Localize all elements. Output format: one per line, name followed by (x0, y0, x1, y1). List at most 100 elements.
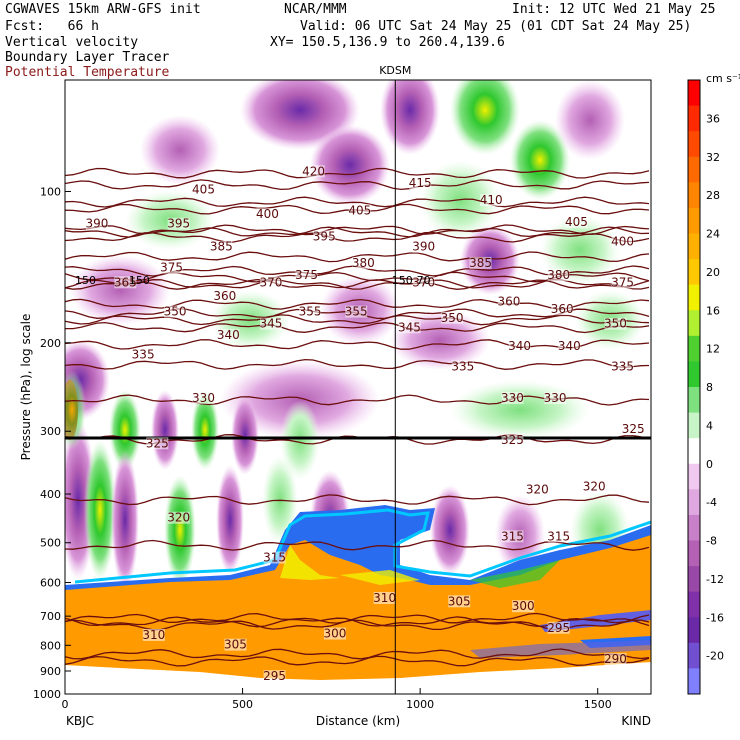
colorbar-swatch (688, 182, 700, 209)
isentrope-label: 380 (352, 256, 375, 270)
isentrope-label: 300 (512, 599, 535, 613)
isentrope-label: 335 (451, 359, 474, 373)
plot-frame (64, 79, 652, 695)
isentrope-label: 330 (501, 391, 524, 405)
colorbar-tick-label: 4 (706, 419, 713, 432)
isentrope-label: 305 (448, 594, 471, 608)
colorbar-unit: cm s⁻¹ (706, 72, 740, 85)
isentrope-label-bg (622, 423, 645, 436)
isentrope-label: 375 (160, 261, 183, 275)
isentrope-label-bg (114, 276, 137, 289)
isentrope-label-bg (611, 276, 634, 289)
isentrope-label: 385 (210, 240, 233, 254)
isentrope-label-bg (583, 480, 606, 493)
colorbar-swatch (688, 514, 700, 541)
isentrope-label: 400 (256, 207, 279, 221)
x-tick-label: 1500 (584, 698, 612, 711)
isentrope-line (65, 314, 650, 326)
isentrope-label: 290 (604, 652, 627, 666)
colorbar-swatch (688, 540, 700, 567)
isentrope-line (65, 339, 650, 350)
station-marker-label: KDSM (379, 64, 411, 77)
x-axis-ticks: 0 500 1000 1500 (62, 688, 612, 711)
isentrope-line (65, 648, 650, 660)
isentrope-label: 350 (164, 305, 187, 319)
isentrope-label: 340 (558, 339, 581, 353)
isentrope-label-bg (345, 305, 368, 318)
colorbar-swatch (688, 438, 700, 465)
isentrope-label: 360 (213, 289, 236, 303)
y-tick-label: 1000 (33, 688, 61, 701)
isentrope-label-bg (469, 256, 492, 269)
isentrope-label: 370 (412, 275, 435, 289)
isentrope-label: 320 (167, 511, 190, 525)
colorbar-tick-label: 32 (706, 151, 720, 164)
colorbar-swatch (688, 310, 700, 337)
isentrope-label-bg (497, 295, 520, 308)
y-tick-label: 300 (40, 425, 61, 438)
colorbar-tick-label: -4 (706, 496, 717, 509)
isentrope-line (65, 358, 650, 370)
isentrope-label: 310 (142, 628, 165, 642)
isentrope-label-bg (544, 392, 567, 405)
colorbar-swatch (688, 233, 700, 260)
isentrope-label-bg (167, 511, 190, 524)
isentrope-label-bg (259, 276, 282, 289)
isentrope-label: 365 (114, 275, 137, 289)
isentrope-label: 415 (409, 176, 432, 190)
isentrope-label-bg (480, 194, 503, 207)
isentrope-label-bg (547, 269, 570, 282)
colorbar-swatch (688, 489, 700, 516)
org-label: NCAR/MMM (284, 2, 347, 17)
isentrope-line (65, 226, 650, 238)
y-tick-label: 100 (40, 185, 61, 198)
isentrope-label: 395 (313, 229, 336, 243)
isentrope-label: 330 (192, 391, 215, 405)
isentrope-label: 405 (348, 203, 371, 217)
isentrope-label: 420 (302, 164, 325, 178)
isentrope-label-bg (263, 551, 286, 564)
colorbar-tick-label: 20 (706, 266, 720, 279)
colorbar-swatch (688, 463, 700, 490)
shaded-field: 420 415 410 405 405 405 400 400 395 395 390 390 385 3… (65, 80, 651, 694)
isentrope-label-bg (142, 628, 165, 641)
y-tick-label: 200 (40, 337, 61, 350)
colorbar-tick-label: 16 (706, 304, 720, 317)
isentrope-label-bg (547, 530, 570, 543)
isentrope-line (65, 179, 650, 191)
isentrope-line (65, 494, 650, 506)
colorbar: 36 32 28 24 20 16 12 8 4 0 -4 -8 -12 -16 -20 (687, 79, 724, 695)
isentrope-label: 360 (551, 302, 574, 316)
y-axis-ticks: 100 200 300 400 500 600 700 800 900 1000 (33, 185, 71, 701)
isentrope-label-bg (448, 595, 471, 608)
isentrope-label-bg (547, 621, 570, 634)
endpoint-right: KIND (621, 714, 651, 728)
colorbar-tick-label: 24 (706, 228, 720, 241)
isentrope-label: 320 (526, 482, 549, 496)
isentrope-label-bg (512, 600, 535, 613)
tropopause-label: 150 (129, 274, 150, 287)
isentrope-label-bg (373, 591, 396, 604)
colorbar-tick-label: -8 (706, 535, 717, 548)
isentrope-line (65, 612, 650, 624)
isentrope-label: 375 (611, 275, 634, 289)
y-tick-label: 500 (40, 537, 61, 550)
isentrope-label-bg (526, 483, 549, 496)
field-boundary-layer-tracer: Boundary Layer Tracer (5, 50, 170, 65)
isentrope-label-bg (412, 276, 435, 289)
colorbar-swatch (688, 566, 700, 593)
endpoint-left: KBJC (66, 714, 94, 728)
isentrope-label-bg (611, 235, 634, 248)
isentrope-label: 295 (547, 621, 570, 635)
isentrope-label: 355 (345, 305, 368, 319)
valid-time: Valid: 06 UTC Sat 24 May 25 (01 CDT Sat … (300, 19, 692, 34)
isentrope-label: 325 (622, 422, 645, 436)
isentrope-label: 315 (263, 551, 286, 565)
isentrope-label: 400 (611, 235, 634, 249)
isentrope-label-bg (224, 638, 247, 651)
x-tick-label: 1000 (406, 698, 434, 711)
colorbar-tick-label: 12 (706, 343, 720, 356)
isentrope-label: 375 (295, 268, 318, 282)
y-tick-label: 900 (40, 665, 61, 678)
vertical-velocity-blobs (65, 80, 645, 590)
